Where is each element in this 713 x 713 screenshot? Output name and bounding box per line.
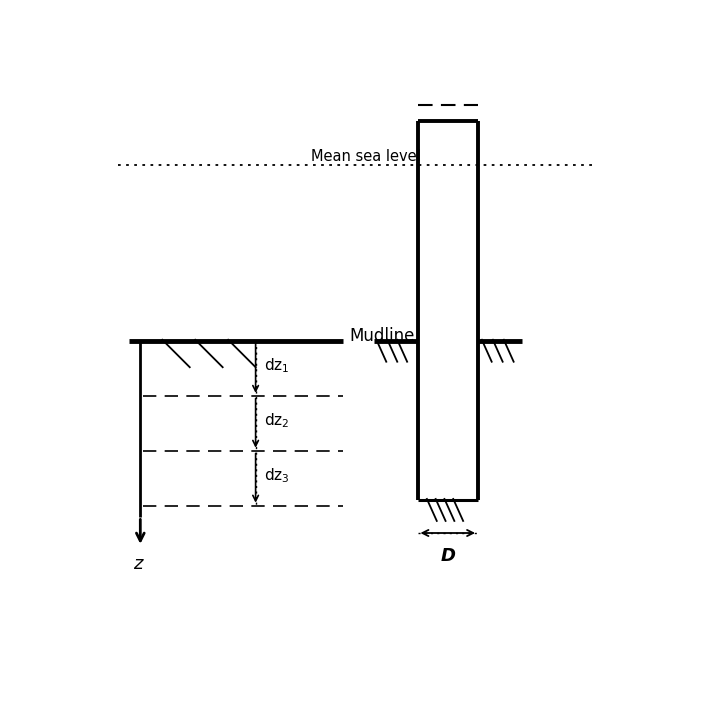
Text: dz$_1$: dz$_1$ — [264, 356, 289, 375]
Text: z: z — [133, 555, 143, 573]
Text: Mudline: Mudline — [349, 327, 414, 346]
Text: Mean sea level: Mean sea level — [311, 148, 420, 163]
Text: D: D — [440, 547, 456, 565]
Text: dz$_2$: dz$_2$ — [264, 411, 289, 430]
Text: dz$_3$: dz$_3$ — [264, 466, 289, 485]
